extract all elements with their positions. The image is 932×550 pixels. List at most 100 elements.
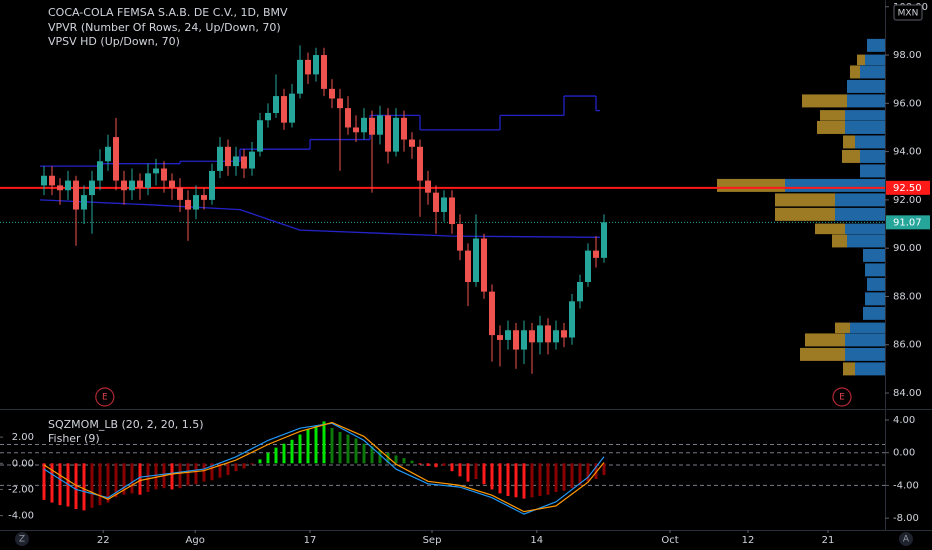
momentum-bar bbox=[130, 463, 134, 494]
y-tick-label: 90.00 bbox=[893, 243, 922, 254]
momentum-bar bbox=[498, 463, 502, 494]
profile-down bbox=[817, 120, 845, 134]
candle-body bbox=[153, 168, 159, 174]
x-tick-label: 21 bbox=[822, 535, 835, 546]
candle-body bbox=[417, 146, 423, 181]
momentum-bar bbox=[522, 463, 526, 499]
currency-box[interactable] bbox=[893, 4, 923, 21]
momentum-bar bbox=[594, 463, 598, 479]
momentum-bar bbox=[178, 463, 182, 489]
momentum-bar bbox=[98, 463, 102, 506]
momentum-bar bbox=[274, 447, 278, 464]
autoscale-button[interactable] bbox=[899, 532, 913, 546]
earnings-marker[interactable] bbox=[832, 387, 852, 407]
y-tick-label: -4.00 bbox=[8, 511, 34, 522]
candle-body bbox=[113, 137, 119, 181]
fisher-line bbox=[43, 421, 605, 513]
earnings-marker[interactable] bbox=[95, 387, 115, 407]
momentum-bar bbox=[258, 459, 262, 464]
earnings-label: E bbox=[839, 393, 845, 403]
candle-body bbox=[305, 59, 311, 75]
momentum-bar bbox=[394, 455, 398, 464]
momentum-bar bbox=[602, 463, 606, 476]
candle-body bbox=[449, 197, 455, 225]
x-tick-label: 14 bbox=[530, 535, 543, 546]
candle-body bbox=[169, 180, 175, 188]
indicator-legend: SQZMOM_LB (20, 2, 20, 1.5) bbox=[48, 418, 204, 431]
candle-body bbox=[465, 250, 471, 282]
candle-body bbox=[353, 127, 359, 133]
momentum-bar bbox=[122, 463, 126, 495]
candle-body bbox=[441, 197, 447, 212]
currency[interactable]: MXN bbox=[898, 9, 919, 19]
symbol-title: COCA-COLA FEMSA S.A.B. DE C.V., 1D, BMV bbox=[48, 6, 288, 19]
candle-body bbox=[209, 170, 215, 200]
y-tick-label: 86.00 bbox=[893, 340, 922, 351]
x-tick-label: Ago bbox=[186, 535, 205, 546]
momentum-bar bbox=[474, 463, 478, 479]
momentum-bar bbox=[362, 443, 366, 464]
momentum-bar bbox=[266, 452, 270, 464]
profile-down bbox=[815, 223, 845, 235]
momentum-bar bbox=[514, 463, 518, 498]
candle-body bbox=[49, 175, 55, 186]
profile-up bbox=[845, 223, 885, 235]
candle-body bbox=[129, 180, 135, 191]
fisher-line bbox=[43, 422, 605, 515]
momentum-bar bbox=[378, 450, 382, 464]
candle-body bbox=[265, 112, 271, 121]
momentum-bar bbox=[306, 429, 310, 464]
momentum-bar bbox=[146, 463, 150, 493]
candle-body bbox=[249, 151, 255, 169]
profile-up bbox=[845, 333, 885, 347]
momentum-bar bbox=[42, 463, 46, 500]
momentum-bar bbox=[90, 463, 94, 508]
button-label[interactable]: A bbox=[903, 535, 910, 545]
button-label[interactable]: Z bbox=[19, 535, 25, 545]
candle-body bbox=[401, 117, 407, 140]
profile-down bbox=[842, 149, 860, 163]
profile-up bbox=[855, 362, 885, 376]
indicator-legend: VPVR (Number Of Rows, 24, Up/Down, 70) bbox=[48, 21, 281, 34]
candle-body bbox=[537, 325, 543, 343]
y-tick-label: 94.00 bbox=[893, 147, 922, 158]
candle-body bbox=[177, 187, 183, 200]
profile-up bbox=[865, 54, 885, 66]
momentum-bar bbox=[210, 463, 214, 481]
candle-body bbox=[321, 55, 327, 89]
candle-body bbox=[57, 185, 63, 191]
timezone-button[interactable] bbox=[15, 532, 29, 546]
candle-body bbox=[41, 175, 47, 186]
candle-body bbox=[201, 195, 207, 200]
candle-body bbox=[521, 330, 527, 350]
y-tick-label: -2.00 bbox=[8, 484, 34, 495]
profile-down bbox=[843, 362, 855, 376]
momentum-bar bbox=[202, 463, 206, 482]
candle-body bbox=[377, 115, 383, 135]
last-price-box bbox=[886, 215, 930, 230]
profile-down bbox=[835, 322, 850, 334]
candle-body bbox=[561, 330, 567, 338]
profile-up bbox=[785, 178, 885, 192]
profile-up bbox=[867, 38, 885, 52]
momentum-bar bbox=[442, 463, 446, 466]
y-tick-label: 0.00 bbox=[12, 458, 34, 469]
candle-body bbox=[585, 250, 591, 282]
momentum-bar bbox=[530, 463, 534, 498]
momentum-bar bbox=[138, 463, 142, 495]
candle-body bbox=[545, 325, 551, 343]
momentum-bar bbox=[410, 460, 414, 464]
momentum-bar bbox=[82, 463, 86, 511]
momentum-bar bbox=[402, 458, 406, 464]
profile-down bbox=[832, 234, 847, 248]
momentum-bar bbox=[194, 463, 198, 485]
y-tick-label: 2.00 bbox=[12, 432, 34, 443]
candle-body bbox=[473, 238, 479, 282]
momentum-bar bbox=[554, 463, 558, 493]
candle-body bbox=[65, 180, 71, 191]
candle-body bbox=[257, 120, 263, 152]
candle-body bbox=[553, 330, 559, 343]
momentum-bar bbox=[434, 463, 438, 468]
